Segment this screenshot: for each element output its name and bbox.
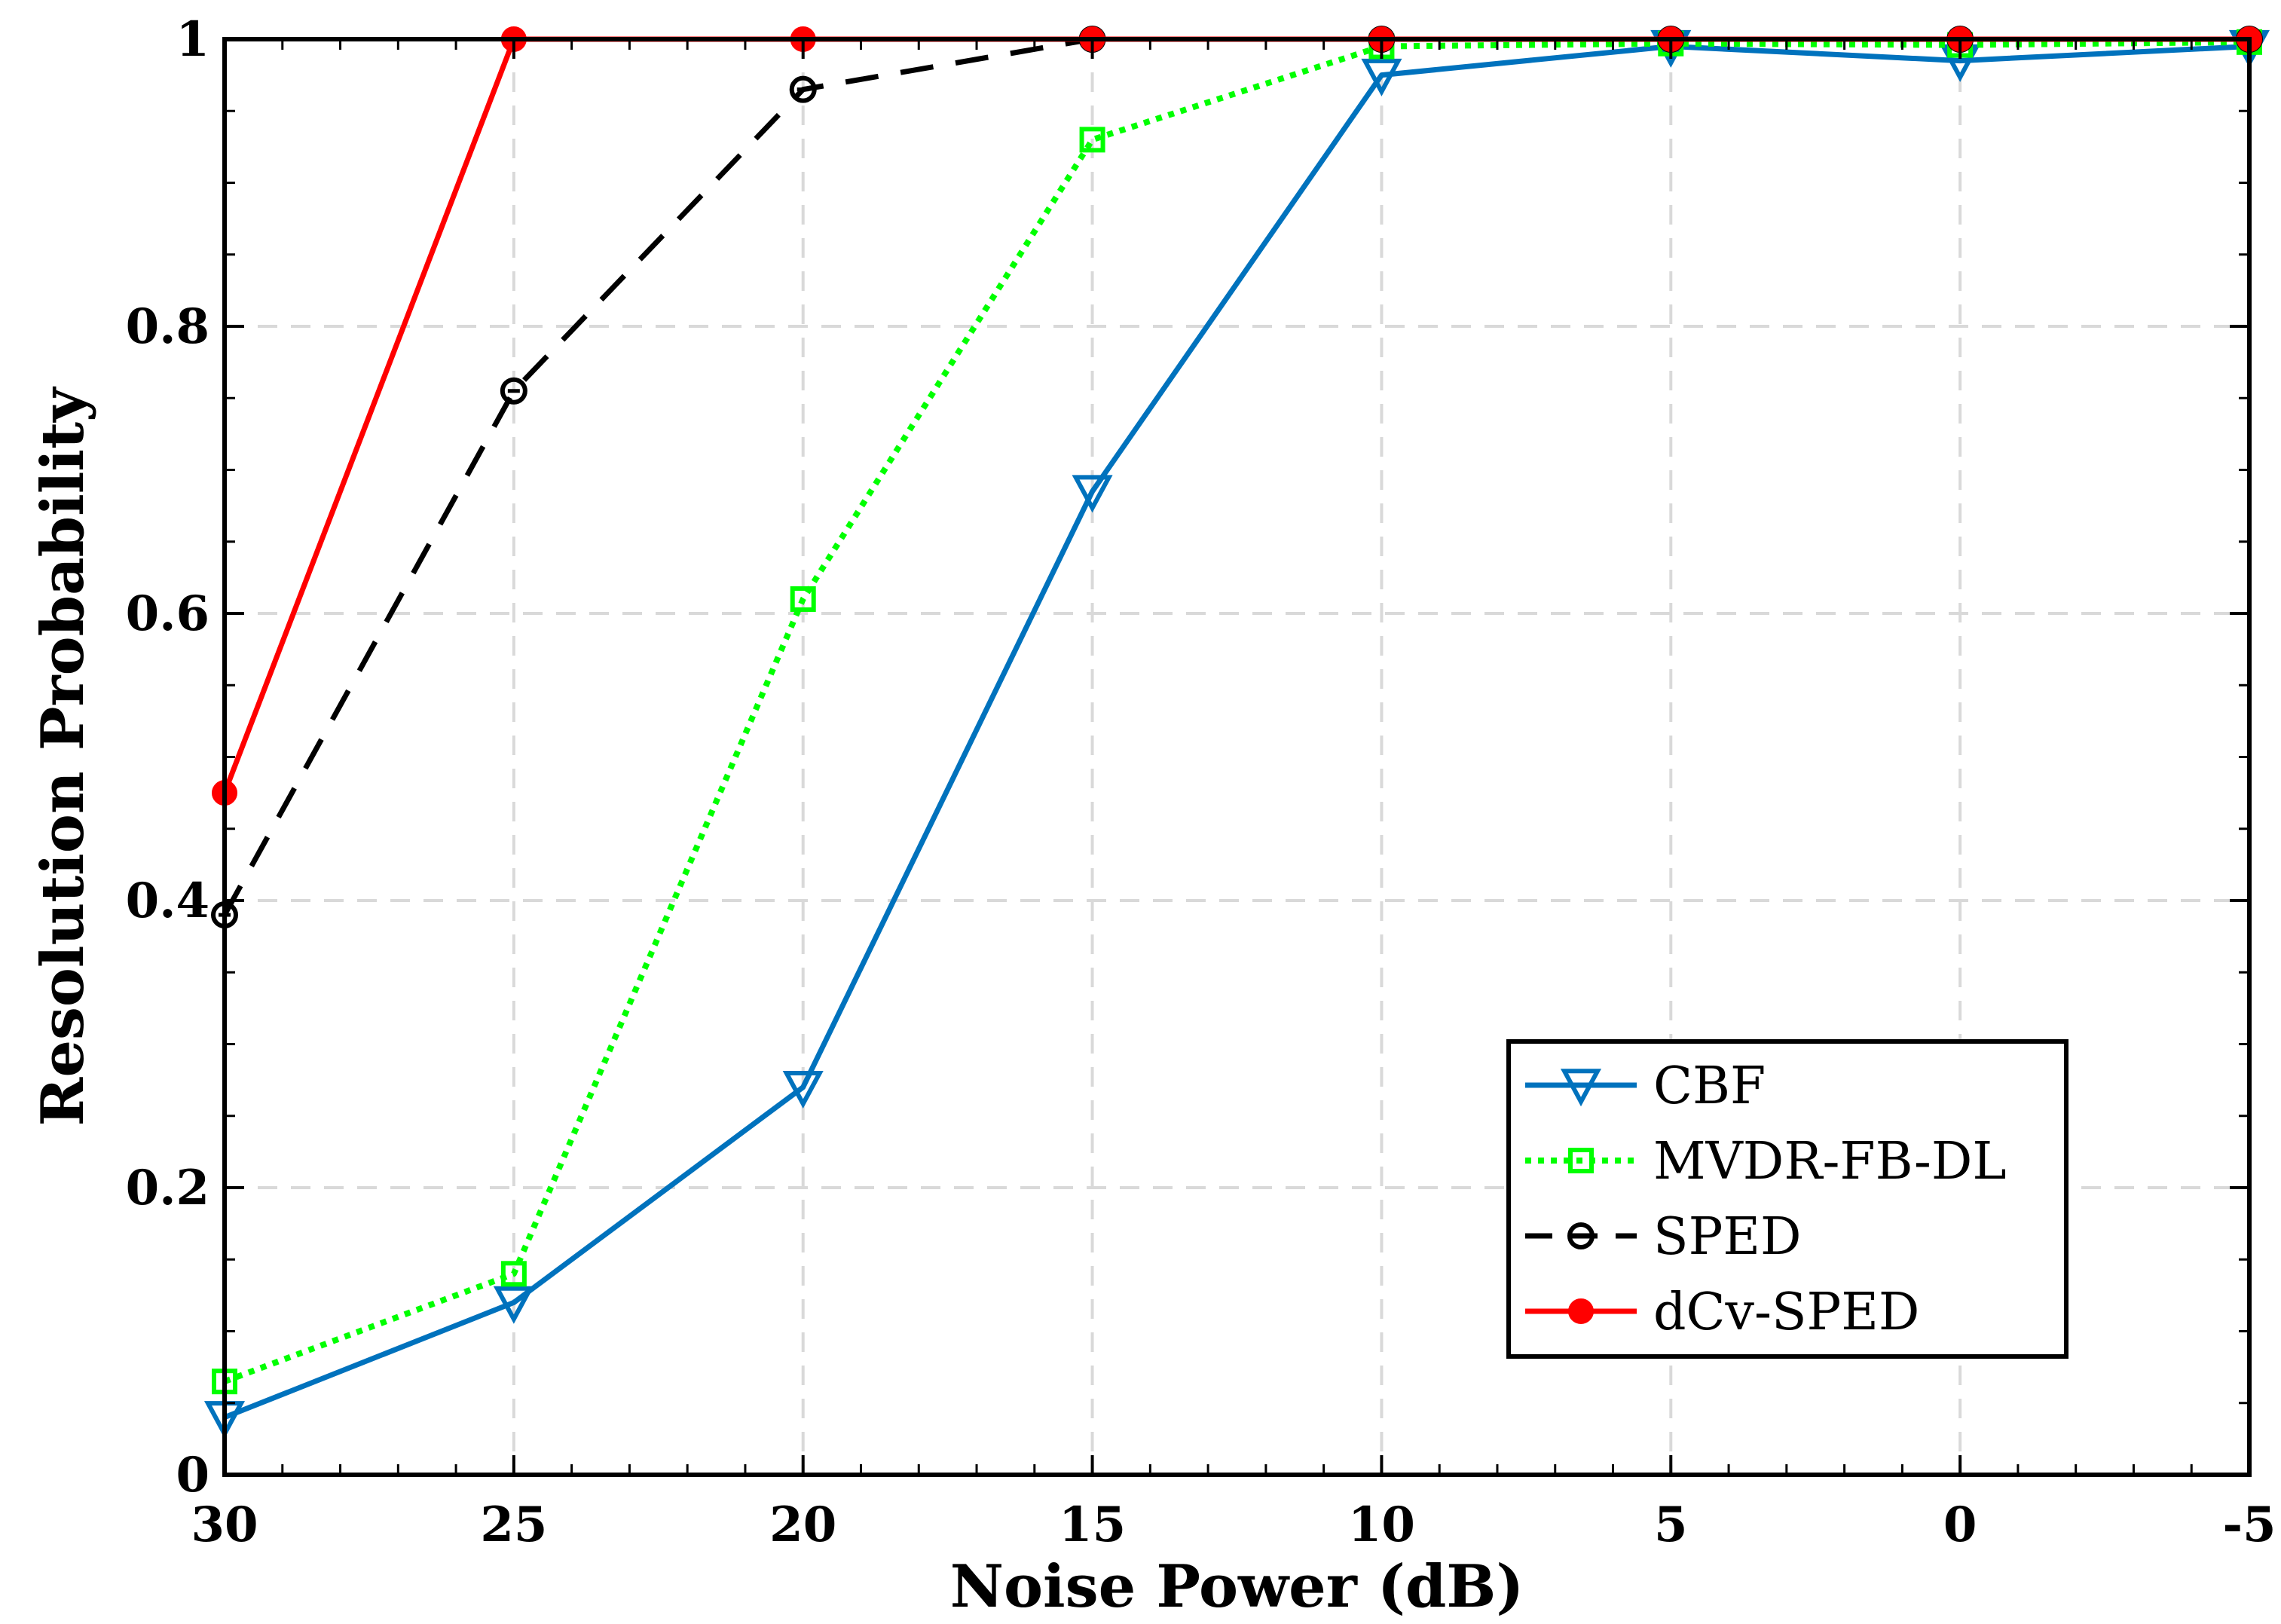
- data-point-cbf: [1072, 475, 1113, 513]
- y-tick-label: 0: [176, 1447, 209, 1503]
- x-tick-label: 10: [1348, 1497, 1415, 1553]
- y-tick-label: 0.4: [126, 873, 209, 929]
- series-line-cbf: [223, 44, 2250, 1421]
- x-tick-label: 0: [1943, 1497, 1977, 1553]
- legend-marker: [1568, 1148, 1594, 1173]
- y-tick-label: 0.2: [126, 1160, 209, 1216]
- series-cbf: [203, 29, 2270, 1439]
- legend-label: CBF: [1653, 1057, 1766, 1116]
- x-tick-label: 5: [1654, 1497, 1688, 1553]
- series-line-sped: [222, 36, 2249, 916]
- x-tick-label: 15: [1059, 1497, 1126, 1553]
- data-point-mvdr-fb-dl: [1079, 127, 1105, 153]
- x-tick-label: 30: [191, 1497, 258, 1553]
- data-point-mvdr-fb-dl: [500, 1261, 527, 1287]
- legend-box: [1506, 1039, 2068, 1359]
- ticks: 30 25 20 15 10 5 0 -5 0 0.2 0.4 0.6 0.8 1: [126, 11, 2276, 1553]
- legend: CBF MVDR-FB-DL SPED dCv-SPED: [1506, 1039, 2068, 1359]
- data-point-sped: [500, 377, 527, 405]
- legend-item-cbf: CBF: [1525, 1057, 1766, 1116]
- legend-label: dCv-SPED: [1653, 1283, 1919, 1342]
- x-tick-label: 20: [769, 1497, 836, 1553]
- legend-marker: [1568, 1298, 1594, 1324]
- x-axis-label: Noise Power (dB): [950, 1552, 1524, 1621]
- y-axis-label: Resolution Probability: [29, 386, 97, 1127]
- legend-label: MVDR-FB-DL: [1653, 1132, 2007, 1191]
- y-tick-label: 1: [176, 11, 209, 68]
- legend-item-dcv-sped: dCv-SPED: [1525, 1283, 1919, 1342]
- legend-item-sped: SPED: [1525, 1207, 1802, 1267]
- data-point-sped: [789, 75, 817, 103]
- y-tick-label: 0.8: [126, 298, 209, 355]
- data-point-cbf: [493, 1286, 534, 1324]
- y-tick-label: 0.6: [126, 586, 209, 642]
- series-line-dcv-sped: [222, 36, 2249, 794]
- data-point-cbf: [1361, 58, 1402, 96]
- legend-marker: [1560, 1069, 1602, 1107]
- x-tick-label: -5: [2222, 1497, 2276, 1553]
- data-point-mvdr-fb-dl: [790, 586, 816, 612]
- series-sped: [211, 26, 2263, 929]
- legend-label: SPED: [1653, 1207, 1802, 1267]
- legend-item-mvdr-fb-dl: MVDR-FB-DL: [1525, 1132, 2007, 1191]
- legend-marker: [1567, 1222, 1595, 1249]
- x-tick-label: 25: [480, 1497, 547, 1553]
- data-point-cbf: [782, 1070, 824, 1109]
- series-dcv-sped: [212, 26, 2262, 806]
